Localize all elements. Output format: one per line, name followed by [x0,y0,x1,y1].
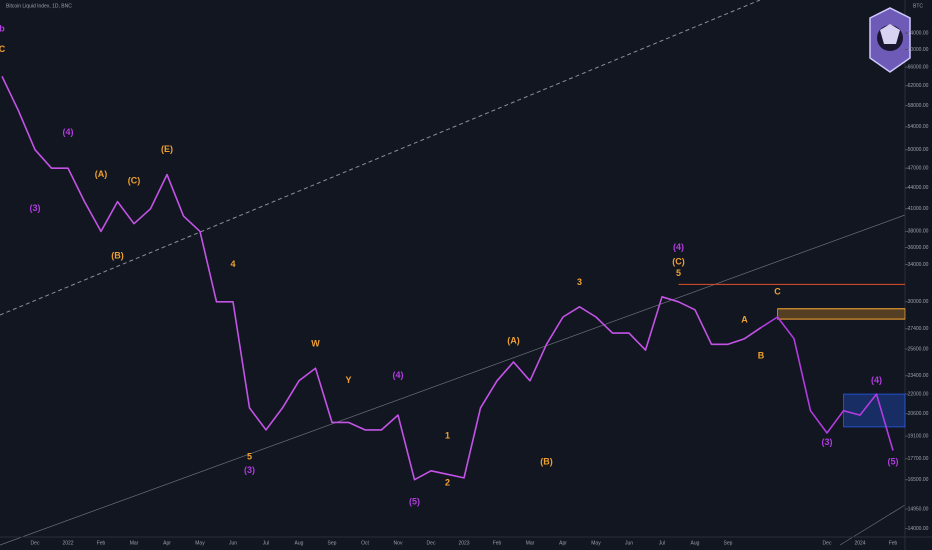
wave-label: (4) [63,127,74,137]
x-tick-label: Jul [659,540,665,546]
x-tick-label: Jun [229,540,237,546]
y-tick-label: 20600.00 [908,411,929,417]
wave-label: 3 [577,277,582,287]
x-tick-label: Feb [97,540,106,546]
x-tick-label: Aug [691,540,700,546]
wave-label: C [0,44,6,54]
price-line [760,316,894,451]
x-tick-label: 2024 [854,540,865,546]
channel-line [839,504,906,546]
x-tick-label: Aug [295,540,304,546]
wave-label: (3) [822,437,833,447]
wave-label: b [0,23,5,33]
x-tick-label: Oct [361,540,369,546]
x-tick-label: May [195,540,205,546]
y-tick-label: 70000.00 [908,47,929,53]
x-tick-label: 2022 [62,540,73,546]
y-tick-label: 36000.00 [908,245,929,251]
wave-label: (5) [888,457,899,467]
wave-label: (4) [393,370,404,380]
wave-label: (A) [95,169,108,179]
y-tick-label: 22000.00 [908,391,929,397]
wave-label: (C) [128,175,141,185]
x-tick-label: Mar [526,540,535,546]
wave-label: B [758,350,765,360]
y-tick-label: 14950.00 [908,506,929,512]
x-tick-label: Feb [889,540,898,546]
y-tick-label: 30000.00 [908,299,929,305]
y-tick-label: 19100.00 [908,433,929,439]
wave-label: (3) [244,465,255,475]
wave-label: 5 [247,451,252,461]
x-tick-label: Sep [724,540,733,546]
wave-label: 4 [230,259,235,269]
y-tick-label: 74000.00 [908,30,929,36]
x-tick-label: Sep [328,540,337,546]
y-tick-label: 58000.00 [908,103,929,109]
y-tick-label: 44000.00 [908,185,929,191]
y-tick-label: 27400.00 [908,326,929,332]
y-tick-label: 16500.00 [908,477,929,483]
x-tick-label: Nov [394,540,403,546]
x-tick-label: Jun [625,540,633,546]
wave-label: 2 [445,478,450,488]
wave-label: W [311,339,320,349]
wave-label: A [741,315,748,325]
wave-label: (E) [161,144,173,154]
zone [843,393,906,428]
logo [869,7,911,73]
x-tick-label: Apr [559,540,567,546]
x-tick-label: Mar [130,540,139,546]
y-tick-label: 47000.00 [908,165,929,171]
wave-label: C [774,286,781,296]
wave-label: Y [345,375,351,385]
axis-label: BTC [913,3,923,9]
x-tick-label: Dec [31,540,40,546]
y-tick-label: 14000.00 [908,526,929,532]
y-tick-label: 50000.00 [908,147,929,153]
zone [777,308,906,320]
x-tick-label: Dec [823,540,832,546]
x-tick-label: 2023 [458,540,469,546]
y-tick-label: 62000.00 [908,83,929,89]
y-tick-label: 54000.00 [908,124,929,130]
x-tick-label: Jul [263,540,269,546]
wave-label: (3) [30,203,41,213]
y-tick-label: 38000.00 [908,229,929,235]
channel-line [0,214,906,546]
x-tick-label: Dec [427,540,436,546]
wave-label: (B) [111,250,124,260]
wave-label: (B) [540,457,553,467]
y-tick-label: 17700.00 [908,456,929,462]
wave-label: (4) [871,375,882,385]
wave-label: (A) [507,335,520,345]
x-tick-label: Feb [493,540,502,546]
x-tick-label: Apr [163,540,171,546]
wave-label: 5 [676,268,681,278]
y-tick-label: 66000.00 [908,64,929,70]
wave-label: (C) [672,256,685,266]
y-tick-label: 41000.00 [908,206,929,212]
wave-label: 1 [445,430,450,440]
wave-label: (4) [673,242,684,252]
y-tick-label: 34000.00 [908,262,929,268]
chart-title: Bitcoin Liquid Index, 1D, BNC [6,3,72,9]
x-tick-label: May [591,540,601,546]
y-tick-label: 25600.00 [908,346,929,352]
y-tick-label: 23400.00 [908,373,929,379]
wave-label: (5) [409,497,420,507]
price-line [1,75,762,481]
